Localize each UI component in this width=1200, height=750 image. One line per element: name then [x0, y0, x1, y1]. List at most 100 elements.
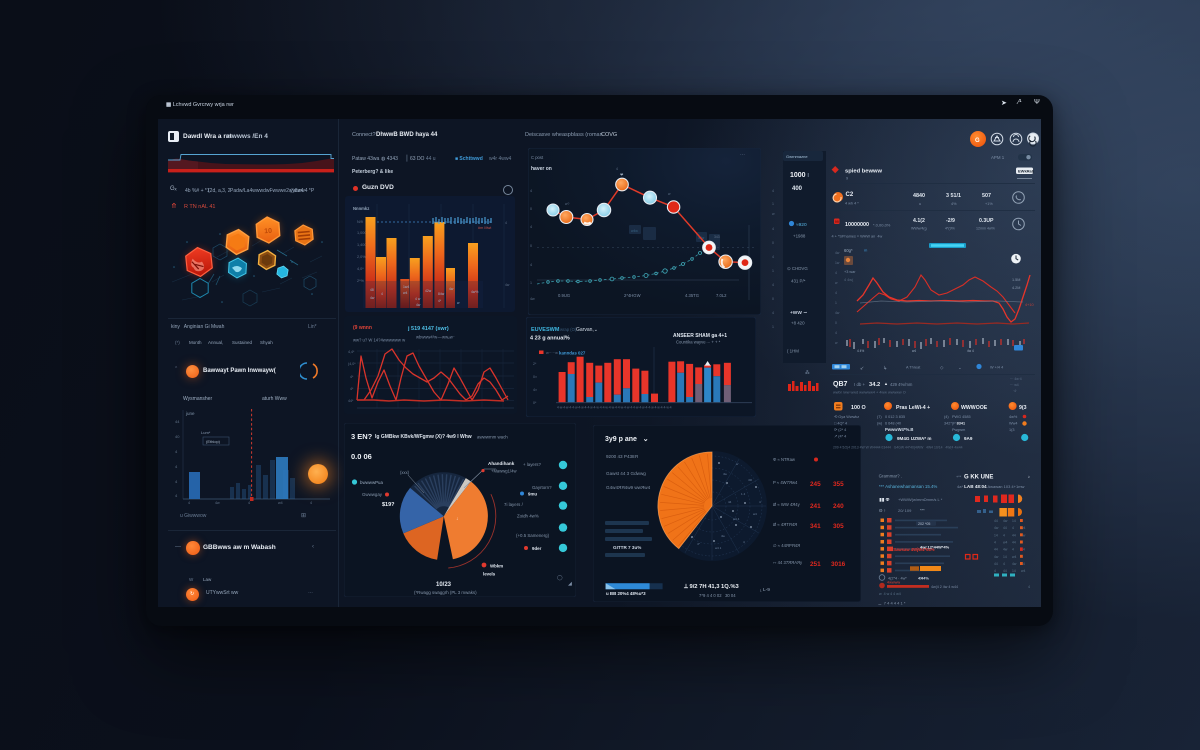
svg-text:*.0,00,0%: *.0,00,0%	[873, 223, 891, 228]
svg-text:w4: w4	[278, 501, 283, 505]
svg-text:4w: 4w	[994, 555, 999, 559]
svg-text:240: 240	[833, 503, 844, 510]
svg-text:4: 4	[175, 493, 178, 498]
svg-text:P ≈ 4W7Яw4: P ≈ 4W7Яw4	[773, 480, 798, 485]
svg-text:1: 1	[835, 301, 837, 305]
svg-text:(9 wnnn: (9 wnnn	[353, 325, 372, 331]
svg-text:9mu: 9mu	[528, 492, 537, 497]
svg-text:4.2M: 4.2M	[1012, 286, 1020, 290]
svg-text:9: 9	[846, 177, 848, 181]
svg-text:4w%: 4w%	[1009, 415, 1018, 419]
svg-text:*** Ashanewhamansan 15.4%: *** Ashanewhamansan 15.4%	[879, 484, 937, 489]
svg-text:G: G	[975, 138, 980, 144]
svg-text:w: w	[668, 192, 671, 196]
svg-text:4: 4	[835, 271, 837, 275]
svg-text:42w: 42w	[425, 289, 432, 293]
svg-text:48: 48	[370, 288, 374, 292]
svg-text:·4·: ·4·	[1013, 389, 1017, 393]
svg-text:507: 507	[982, 193, 991, 199]
svg-text:4w: 4w	[994, 526, 999, 530]
svg-text:₁ L-9: ₁ L-9	[760, 587, 770, 593]
svg-text:4w: 4w	[1003, 519, 1008, 523]
svg-text:Zoidh 4w%: Zoidh 4w%	[517, 514, 539, 519]
svg-text:4w(4 2 4w 4 w44: 4w(4 2 4w 4 w44	[931, 585, 958, 589]
svg-text:kanndas 027: kanndas 027	[559, 351, 586, 356]
svg-text:wbwww4³w — ww₂w⁻: wbwww4³w — ww₂w⁻	[416, 335, 455, 340]
svg-text:▲: ▲	[884, 381, 888, 386]
svg-text:4: 4	[772, 255, 774, 259]
svg-text:355: 355	[833, 481, 844, 488]
svg-text:99: 99	[835, 220, 839, 224]
svg-text:4a* LAB 48:04 Awawan 103 4+1mw: 4a* LAB 48:04 Awawan 103 4+1mw	[957, 484, 1025, 489]
svg-text:awwwmm wach: awwwmm wach	[477, 435, 508, 440]
svg-text:0: 0	[772, 241, 774, 245]
svg-text:Gawst 44 3 Gdwwg: Gawst 44 3 Gdwwg	[606, 471, 646, 476]
svg-text:4*: 4*	[438, 299, 442, 303]
svg-text:1 4: 1 4	[741, 492, 746, 496]
svg-text:4: 4	[759, 500, 761, 504]
svg-text:4: 4	[616, 167, 618, 171]
svg-text:WWWOOE: WWWOOE	[961, 405, 988, 411]
svg-text:⟲ Gya Wwwkz: ⟲ Gya Wwwkz	[834, 415, 859, 419]
svg-text:305: 305	[833, 523, 844, 530]
svg-text:⟳ (2* 4: ⟳ (2* 4	[834, 428, 846, 432]
svg-text:4*: 4*	[697, 542, 701, 546]
svg-text:0.0 06: 0.0 06	[351, 452, 372, 461]
svg-text:Ig GMBkw KBvk/WFgmw (X)? 4w9 I: Ig GMBkw KBvk/WFgmw (X)? 4w9 I Whw	[375, 434, 472, 440]
svg-text:↓: ↓	[456, 516, 459, 522]
svg-text:4×: 4×	[533, 388, 537, 392]
svg-text:0.3UP: 0.3UP	[979, 218, 994, 224]
svg-text:Ahandihank: Ahandihank	[488, 461, 515, 466]
svg-text:1: 1	[772, 202, 774, 206]
svg-text:4: 4	[530, 225, 532, 229]
svg-text:14: 14	[1012, 569, 1016, 573]
svg-text:44: 44	[1003, 526, 1007, 530]
svg-text:4w: 4w	[1003, 548, 1008, 552]
svg-text:44: 44	[728, 500, 732, 504]
svg-text:9der: 9der	[532, 546, 542, 551]
svg-text:9A9: 9A9	[964, 436, 973, 441]
svg-text:w4 1: w4 1	[715, 546, 722, 550]
svg-text:1: 1	[772, 269, 774, 273]
svg-text:G4w4ЯЯ4w9 wwЯw4: G4w4ЯЯ4w9 wwЯw4	[606, 485, 651, 490]
svg-text:10000000: 10000000	[845, 222, 869, 228]
svg-text:w4: w4	[1012, 555, 1016, 559]
svg-text:245: 245	[810, 481, 821, 488]
svg-text:4 w: 4 w	[415, 297, 421, 301]
svg-text:1w: 1w	[835, 261, 840, 265]
svg-text:QB7: QB7	[833, 381, 848, 388]
svg-text:levels: levels	[483, 572, 496, 577]
svg-text:1,000: 1,000	[357, 231, 367, 235]
svg-text:C post: C post	[531, 155, 544, 160]
svg-text:Φ ≈ NTRaw: Φ ≈ NTRaw	[773, 457, 796, 462]
svg-text:44: 44	[1003, 569, 1007, 573]
svg-text:0: 0	[530, 207, 532, 211]
svg-text:#m Mwt: #m Mwt	[478, 226, 492, 230]
svg-text:4: 4	[994, 569, 996, 573]
svg-text:ww? u? W 14?4wwwwww w: ww? u? W 14?4wwwwww w	[353, 338, 406, 343]
svg-text:+WW ∼: +WW ∼	[790, 310, 807, 316]
svg-text:Gayrtorn?: Gayrtorn?	[532, 485, 552, 490]
svg-text:Garvan,⌄: Garvan,⌄	[576, 327, 598, 333]
svg-text:7*9 4 4 0 02 30 04: 7*9 4 4 0 02 30 04	[699, 593, 736, 598]
svg-text:u: u	[919, 202, 921, 206]
svg-text:bwwwwPua: bwwwwPua	[360, 480, 383, 485]
svg-text:▮▮ Φ: ▮▮ Φ	[879, 497, 889, 502]
svg-text:4: 4	[1003, 562, 1005, 566]
svg-text:(*Rwagg swaggrh (PL 3 mwaks): (*Rwagg swaggrh (PL 3 mwaks)	[414, 590, 477, 595]
svg-text:4,0*: 4,0*	[357, 267, 364, 271]
svg-text:1,400: 1,400	[357, 243, 367, 247]
svg-text:w4: w4	[1003, 541, 1007, 545]
svg-text:4,4*: 4,4*	[348, 350, 355, 354]
svg-text:Ww4: Ww4	[1009, 422, 1017, 426]
svg-text:4w: 4w	[505, 283, 510, 287]
svg-text:w: w	[736, 462, 739, 466]
svg-text:G KK UNE: G KK UNE	[964, 475, 993, 481]
svg-text:WWw/4(g: WWw/4(g	[911, 227, 927, 231]
svg-text:Ø ≈ 4ЯTЯ4Я: Ø ≈ 4ЯTЯ4Я	[773, 522, 797, 527]
svg-text:≈920: ≈920	[796, 222, 807, 228]
svg-text:A Threat: A Threat	[906, 366, 921, 370]
svg-text:14: 14	[1021, 548, 1025, 552]
svg-text:C2: C2	[846, 192, 854, 198]
svg-text:I db +: I db +	[854, 382, 866, 387]
